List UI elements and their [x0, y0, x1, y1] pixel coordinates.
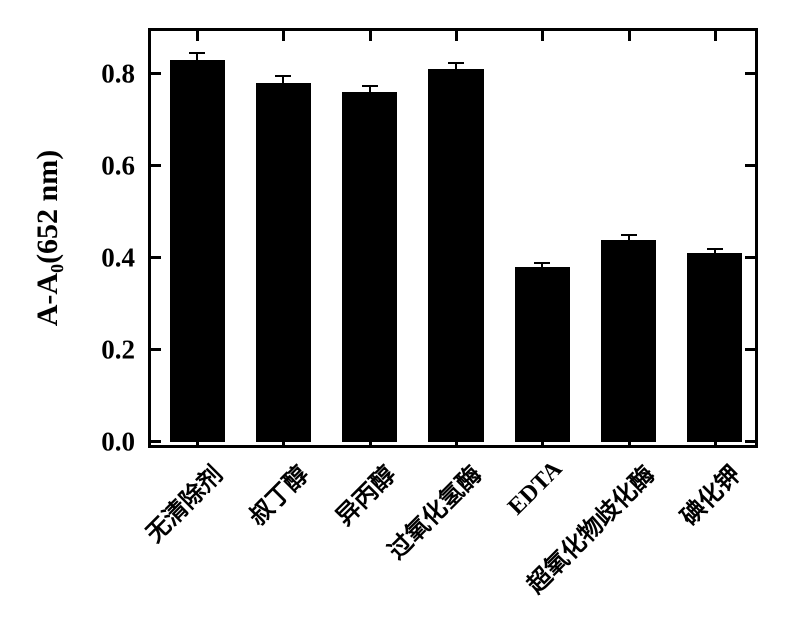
- chart-container: 0.00.20.40.60.8 A-A₀(652 nm) 无清除剂叔丁醇异丙醇过…: [0, 0, 804, 627]
- x-tick-label: 异丙醇: [235, 456, 401, 622]
- y-tick-mark: [151, 164, 161, 167]
- x-tick-mark: [369, 435, 372, 445]
- x-tick-mark: [196, 435, 199, 445]
- x-tick-mark: [714, 31, 717, 41]
- x-tick-mark: [455, 435, 458, 445]
- bar: [515, 267, 570, 442]
- bar: [601, 240, 656, 442]
- bar: [256, 83, 311, 442]
- y-tick-label: 0.6: [101, 151, 151, 182]
- y-tick-mark: [745, 348, 755, 351]
- x-tick-label: 超氧化物歧化酶: [494, 456, 660, 622]
- bar: [170, 60, 225, 442]
- x-tick-mark: [455, 31, 458, 41]
- y-tick-mark: [151, 440, 161, 443]
- x-tick-label: 过氧化氢酶: [322, 456, 488, 622]
- x-tick-label: 叔丁醇: [149, 456, 315, 622]
- x-tick-label: 无清除剂: [63, 456, 229, 622]
- x-tick-mark: [628, 435, 631, 445]
- y-tick-mark: [151, 348, 161, 351]
- y-tick-mark: [745, 164, 755, 167]
- x-tick-label: 碘化钾: [580, 456, 746, 622]
- x-tick-mark: [282, 435, 285, 445]
- x-tick-mark: [369, 31, 372, 41]
- y-tick-label: 0.8: [101, 59, 151, 90]
- y-tick-mark: [745, 256, 755, 259]
- y-tick-label: 0.4: [101, 243, 151, 274]
- bar: [428, 69, 483, 442]
- plot-area: 0.00.20.40.60.8: [148, 28, 758, 448]
- x-tick-mark: [628, 31, 631, 41]
- y-tick-mark: [745, 72, 755, 75]
- y-tick-label: 0.2: [101, 335, 151, 366]
- x-tick-mark: [714, 435, 717, 445]
- y-tick-mark: [151, 256, 161, 259]
- bar: [687, 253, 742, 442]
- x-tick-mark: [282, 31, 285, 41]
- y-tick-label: 0.0: [101, 427, 151, 458]
- bar: [342, 92, 397, 442]
- x-tick-mark: [541, 435, 544, 445]
- y-tick-mark: [745, 440, 755, 443]
- y-axis-label: A-A₀(652 nm): [31, 150, 65, 326]
- y-tick-mark: [151, 72, 161, 75]
- x-tick-mark: [196, 31, 199, 41]
- x-tick-mark: [541, 31, 544, 41]
